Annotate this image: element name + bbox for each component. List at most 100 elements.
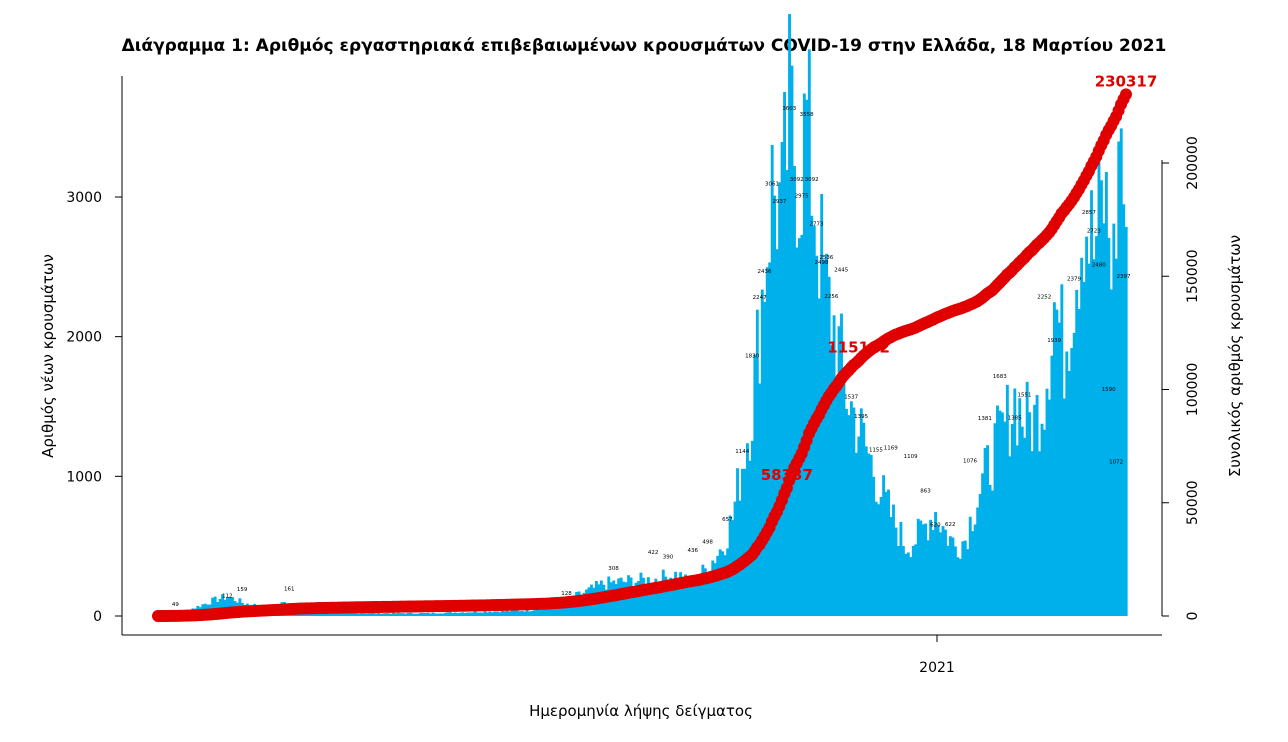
bar-value-label: 2857	[1082, 210, 1096, 216]
y2-tick-label: 0	[1185, 612, 1201, 621]
y-tick-label: 3000	[66, 190, 102, 206]
daily-bar	[533, 610, 536, 616]
daily-bar	[894, 527, 898, 616]
y-tick-label: 0	[93, 609, 102, 625]
y2-tick-label: 100000	[1185, 363, 1201, 416]
daily-bar	[226, 597, 229, 616]
daily-bar	[768, 262, 772, 616]
daily-bar	[498, 612, 502, 616]
daily-bar	[988, 484, 992, 616]
daily-bar	[748, 460, 752, 616]
daily-bar	[486, 612, 489, 616]
daily-bar	[369, 612, 373, 616]
daily-bar	[523, 611, 527, 616]
daily-bar	[1117, 141, 1121, 616]
daily-bar	[971, 531, 975, 616]
daily-bar	[698, 576, 702, 616]
bar-value-label: 2937	[772, 199, 786, 205]
daily-bar	[765, 267, 769, 616]
daily-bar	[978, 494, 982, 616]
x-tick-label: 2021	[919, 660, 955, 676]
daily-bar	[862, 422, 866, 616]
daily-bar	[552, 604, 556, 616]
daily-bar	[530, 611, 534, 616]
daily-bar	[1038, 451, 1041, 616]
x-axis-title: Ημερομηνία λήψης δείγματος	[529, 702, 753, 720]
daily-bar	[1087, 263, 1091, 616]
bar-value-label: 2436	[758, 269, 772, 275]
daily-bar	[939, 532, 942, 616]
daily-bar	[347, 612, 351, 616]
daily-bar	[842, 367, 846, 616]
bar-value-label: 1072	[1109, 459, 1123, 465]
daily-bar	[770, 144, 774, 616]
bar-value-label: 657	[722, 517, 733, 523]
daily-bar	[827, 276, 831, 616]
daily-bar	[914, 544, 918, 616]
bar-value-label: 1551	[1018, 392, 1032, 398]
daily-bar	[845, 408, 848, 616]
daily-bar	[1040, 423, 1044, 616]
daily-bar	[1082, 281, 1086, 616]
daily-bar	[887, 489, 890, 616]
daily-bar	[1114, 258, 1118, 616]
daily-bar	[802, 93, 806, 616]
daily-bar	[1119, 128, 1123, 617]
bar-value-label: 1939	[1047, 338, 1061, 344]
daily-bar	[941, 526, 945, 616]
daily-bar	[1003, 421, 1007, 616]
daily-bar	[382, 613, 385, 616]
daily-bar	[1095, 236, 1098, 616]
y2-tick-label: 50000	[1185, 480, 1201, 525]
daily-bar	[837, 326, 841, 616]
bar-value-label: 161	[284, 587, 295, 593]
daily-bar	[822, 259, 826, 616]
daily-bar	[473, 611, 477, 616]
daily-bar	[830, 345, 834, 616]
daily-bar	[401, 613, 405, 616]
daily-bar	[332, 612, 336, 616]
bar-value-label: 1144	[735, 449, 749, 455]
daily-bar	[1057, 322, 1061, 616]
daily-bar	[929, 519, 933, 616]
daily-bar	[835, 381, 838, 616]
daily-bar	[389, 613, 393, 616]
daily-bar	[441, 613, 445, 616]
bar-value-label: 49	[172, 602, 179, 608]
daily-bar	[453, 612, 457, 616]
daily-bar	[993, 423, 997, 616]
daily-bar	[557, 605, 561, 616]
daily-bar	[1080, 257, 1084, 616]
daily-bar	[478, 612, 482, 616]
daily-bar	[723, 555, 727, 616]
daily-bar	[342, 611, 346, 616]
daily-bar	[1112, 223, 1116, 617]
daily-bar	[904, 553, 908, 616]
daily-bar	[429, 613, 432, 616]
daily-bar	[854, 452, 858, 616]
y-axis-title: Αριθμός νέων κρουσμάτων	[39, 254, 57, 458]
daily-bar	[1035, 395, 1039, 616]
daily-bar	[438, 613, 442, 616]
daily-bar	[877, 504, 881, 616]
daily-bar	[948, 536, 952, 616]
daily-bar	[1122, 204, 1126, 617]
daily-bar	[1065, 351, 1069, 616]
daily-bar	[869, 454, 873, 616]
daily-bar	[666, 584, 670, 616]
daily-bar	[713, 563, 717, 616]
daily-bar	[775, 249, 779, 616]
daily-bar	[936, 524, 940, 616]
daily-bar	[325, 611, 328, 616]
daily-bar	[741, 468, 744, 616]
daily-bar	[708, 571, 712, 616]
daily-bar	[1013, 388, 1017, 616]
daily-bar	[414, 613, 418, 616]
daily-bar	[656, 581, 660, 616]
daily-bar	[1109, 289, 1113, 616]
bar-value-label: 308	[608, 566, 619, 572]
daily-bar	[934, 512, 938, 616]
daily-bar	[451, 613, 455, 616]
daily-bar	[926, 540, 930, 616]
